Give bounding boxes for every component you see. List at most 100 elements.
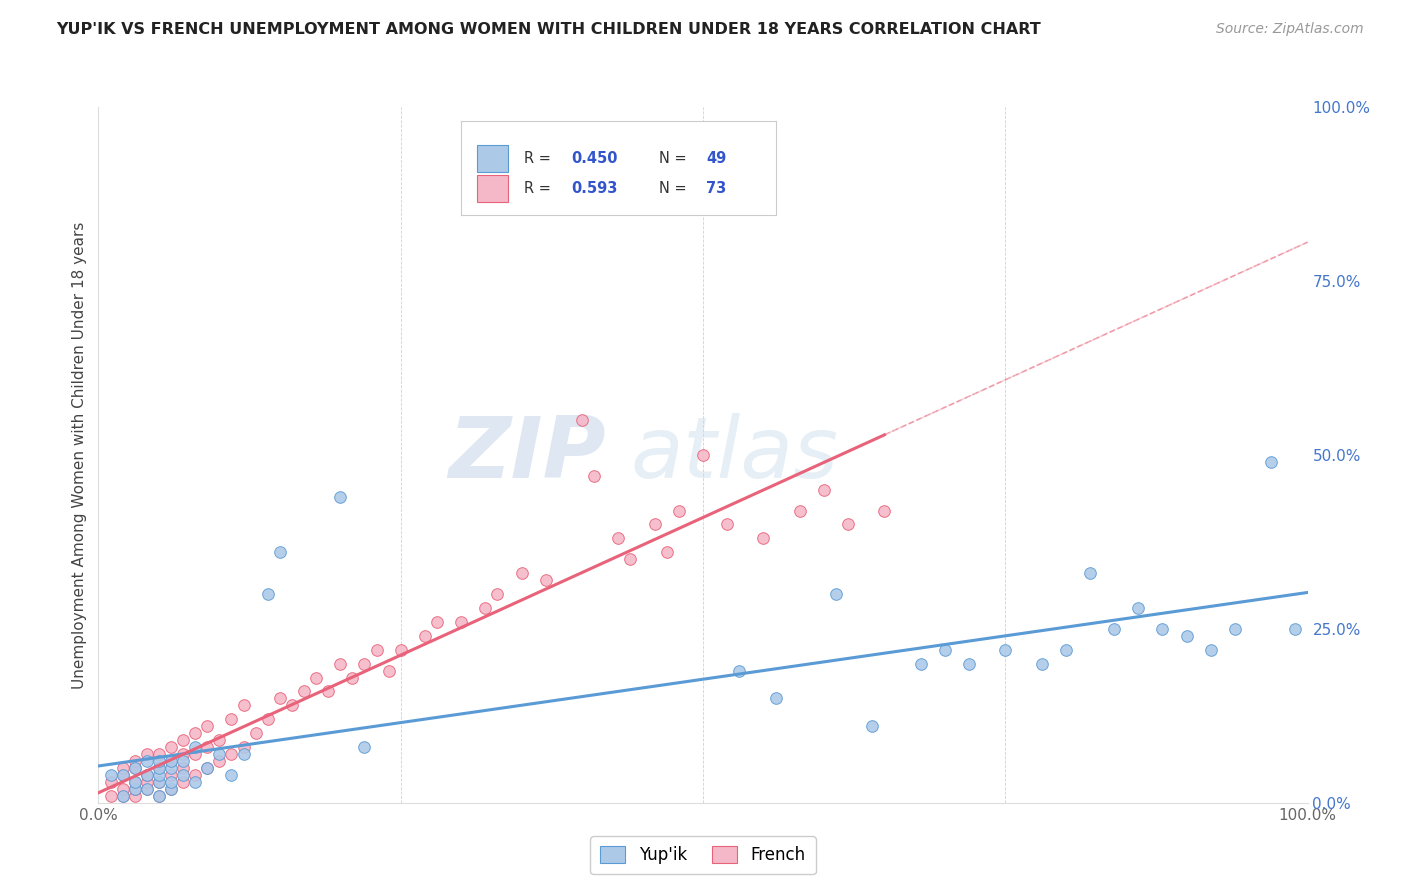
- Point: [148, 747, 170, 761]
- Point: [195, 740, 218, 755]
- Point: [148, 775, 170, 789]
- Point: [1054, 642, 1077, 657]
- Y-axis label: Unemployment Among Women with Children Under 18 years: Unemployment Among Women with Children U…: [72, 221, 87, 689]
- Point: [607, 532, 630, 546]
- Point: [1284, 622, 1306, 636]
- Point: [269, 545, 291, 559]
- Point: [135, 775, 157, 789]
- Point: [135, 754, 157, 768]
- Point: [135, 747, 157, 761]
- Text: YUP'IK VS FRENCH UNEMPLOYMENT AMONG WOMEN WITH CHILDREN UNDER 18 YEARS CORRELATI: YUP'IK VS FRENCH UNEMPLOYMENT AMONG WOME…: [56, 22, 1040, 37]
- Point: [1128, 601, 1150, 615]
- Point: [1152, 622, 1174, 636]
- Point: [873, 503, 896, 517]
- Point: [389, 642, 412, 657]
- Point: [124, 789, 146, 803]
- Point: [124, 761, 146, 775]
- Point: [208, 733, 231, 747]
- Point: [135, 768, 157, 782]
- Point: [148, 768, 170, 782]
- Point: [728, 664, 751, 678]
- Point: [957, 657, 980, 671]
- Point: [111, 761, 134, 775]
- Point: [124, 781, 146, 796]
- Point: [148, 761, 170, 775]
- Point: [994, 642, 1017, 657]
- Point: [305, 671, 328, 685]
- Point: [160, 740, 183, 755]
- Point: [450, 615, 472, 629]
- Point: [208, 754, 231, 768]
- Point: [124, 775, 146, 789]
- Point: [124, 754, 146, 768]
- Point: [124, 775, 146, 789]
- Point: [195, 719, 218, 733]
- Point: [1223, 622, 1246, 636]
- Text: atlas: atlas: [630, 413, 838, 497]
- Point: [172, 775, 194, 789]
- Point: [195, 761, 218, 775]
- Point: [232, 740, 254, 755]
- Point: [111, 768, 134, 782]
- Point: [221, 747, 243, 761]
- Point: [474, 601, 496, 615]
- Point: [752, 532, 775, 546]
- Point: [148, 761, 170, 775]
- Point: [583, 468, 606, 483]
- Point: [619, 552, 641, 566]
- Point: [245, 726, 267, 740]
- Point: [195, 761, 218, 775]
- Point: [208, 747, 231, 761]
- Point: [426, 615, 449, 629]
- Point: [1199, 642, 1222, 657]
- Point: [1102, 622, 1125, 636]
- Point: [316, 684, 339, 698]
- Point: [135, 781, 157, 796]
- Point: [1260, 455, 1282, 469]
- Point: [716, 517, 738, 532]
- Point: [172, 754, 194, 768]
- Point: [1078, 566, 1101, 581]
- Point: [292, 684, 315, 698]
- Point: [413, 629, 436, 643]
- Point: [232, 698, 254, 713]
- Point: [1031, 657, 1053, 671]
- Point: [111, 781, 134, 796]
- Point: [534, 573, 557, 587]
- Point: [765, 691, 787, 706]
- Point: [172, 761, 194, 775]
- Point: [366, 642, 388, 657]
- Point: [160, 754, 183, 768]
- Point: [160, 761, 183, 775]
- Point: [184, 775, 207, 789]
- Point: [148, 789, 170, 803]
- Point: [148, 789, 170, 803]
- Point: [934, 642, 956, 657]
- Point: [172, 747, 194, 761]
- Point: [860, 719, 883, 733]
- Point: [111, 768, 134, 782]
- Point: [571, 413, 593, 427]
- Point: [172, 733, 194, 747]
- Point: [232, 747, 254, 761]
- Point: [1175, 629, 1198, 643]
- Point: [910, 657, 932, 671]
- Point: [184, 726, 207, 740]
- Point: [184, 747, 207, 761]
- Point: [486, 587, 509, 601]
- Point: [160, 781, 183, 796]
- Point: [160, 781, 183, 796]
- Point: [172, 768, 194, 782]
- Point: [329, 490, 352, 504]
- Point: [135, 768, 157, 782]
- Point: [148, 775, 170, 789]
- Point: [111, 789, 134, 803]
- Point: [111, 789, 134, 803]
- Point: [100, 775, 122, 789]
- Point: [124, 781, 146, 796]
- Point: [100, 789, 122, 803]
- Point: [148, 754, 170, 768]
- Point: [269, 691, 291, 706]
- Point: [221, 768, 243, 782]
- Point: [342, 671, 364, 685]
